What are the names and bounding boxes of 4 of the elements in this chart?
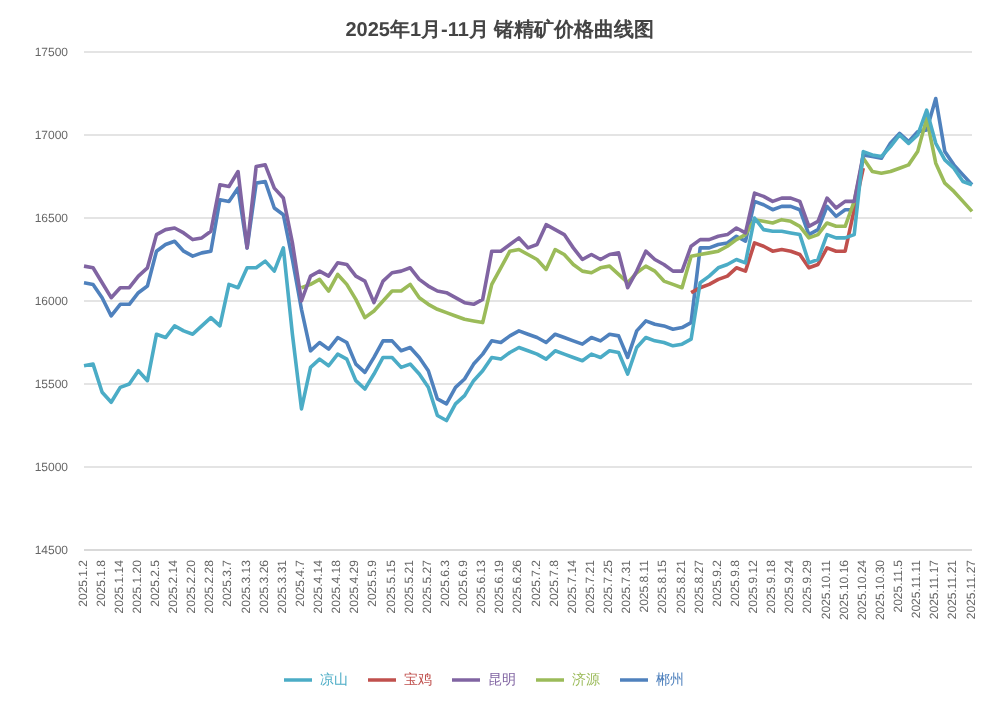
line-series: [82, 153, 866, 307]
line-series: [299, 116, 974, 325]
line-series: [689, 166, 866, 295]
chart-title: 2025年1月-11月 锗精矿价格曲线图: [343, 16, 657, 44]
